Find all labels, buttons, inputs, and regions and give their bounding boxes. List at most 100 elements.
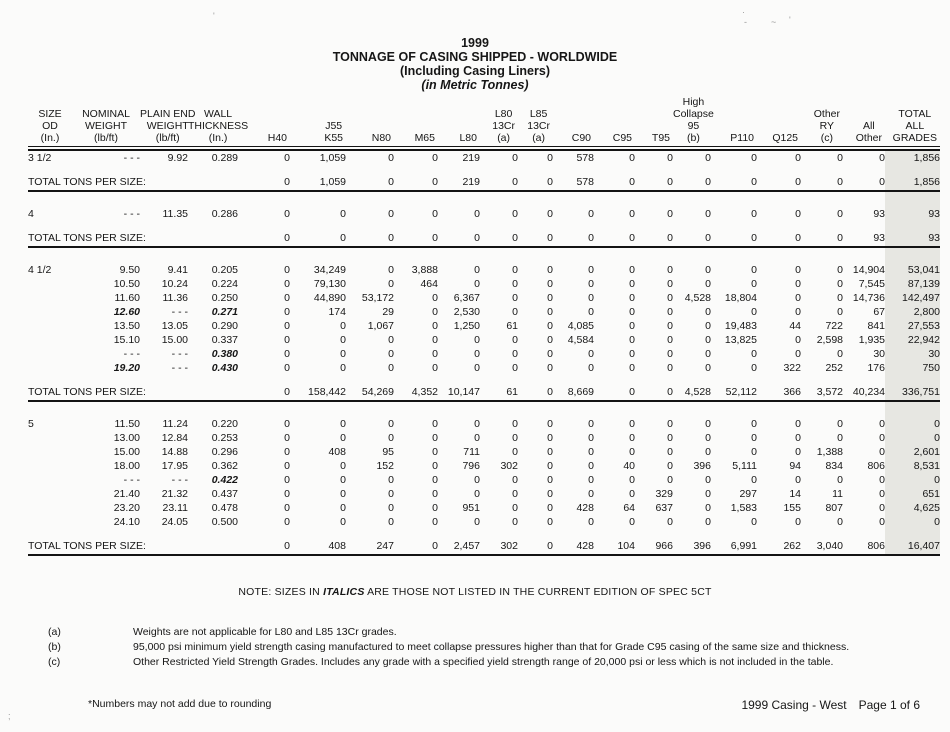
tonnage-cell: 0: [705, 432, 711, 444]
data-row: 15.10 15.00 0.337 0 0 0 0 0 0 0 4,584 0 0 0 13,825 0 2,5…: [28, 333, 940, 347]
page-footer: 1999 Casing - West Page 1 of 6: [741, 698, 920, 712]
size-od-cell: 5: [28, 418, 34, 430]
footnote-a: (a) Weights are not applicable for L80 a…: [48, 625, 950, 640]
data-row: 18.00 17.95 0.362 0 0 152 0 796 302 0 0 40 0 396 5,111…: [28, 459, 940, 473]
tonnage-cell: 0: [795, 432, 801, 444]
header-line: 13Cr: [527, 120, 550, 132]
tonnage-cell: 0: [879, 446, 885, 458]
total-tonnage-cell: 40,234: [852, 386, 885, 398]
section-rule-left: [28, 245, 885, 248]
total-tonnage-cell: 0: [879, 176, 885, 188]
tonnage-cell: 0: [547, 516, 553, 528]
data-row: 4 - - - 11.35 0.286 0 0 0 0 0 0 0 0 0 0 0 0 0 0 93 93: [28, 207, 940, 221]
tonnage-cell: 0: [388, 432, 394, 444]
tonnage-cell: 0: [284, 516, 290, 528]
tonnage-cell: 1,935: [858, 334, 885, 346]
tonnage-cell: 93: [885, 207, 940, 221]
tonnage-cell: 53,172: [361, 292, 394, 304]
total-tons-row: TOTAL TONS PER SIZE: 0 1,059 0 0 219 0 0 578 0 0 0 0…: [28, 175, 940, 189]
footnote-c-text: Other Restricted Yield Strength Grades. …: [133, 656, 834, 668]
nominal-weight-cell: 11.50: [114, 418, 141, 430]
total-tonnage-cell: 0: [795, 232, 801, 244]
tonnage-cell: 8,531: [885, 459, 940, 473]
tonnage-cell: 0: [795, 446, 801, 458]
total-tonnage-cell: 0: [667, 232, 673, 244]
total-tonnage-cell: 3,040: [816, 540, 843, 552]
section-rule-left: [28, 399, 885, 402]
title-main: TONNAGE OF CASING SHIPPED - WORLDWIDE: [332, 50, 618, 64]
total-tonnage-cell: 0: [284, 232, 290, 244]
tonnage-cell: 841: [867, 320, 885, 332]
col-header-l80-lines: L80: [459, 132, 477, 144]
tonnage-cell: 0: [547, 320, 553, 332]
tonnage-cell: 322: [783, 362, 801, 374]
tonnage-cell: 0: [340, 502, 346, 514]
tonnage-cell: 0: [879, 502, 885, 514]
col-header-c90-lines: C90: [572, 132, 591, 144]
italics-note: NOTE: SIZES IN ITALICS ARE THOSE NOT LIS…: [0, 586, 950, 598]
tonnage-cell: 0: [284, 306, 290, 318]
tonnage-cell: 0: [837, 152, 843, 164]
tonnage-cell: 0: [388, 208, 394, 220]
header-line: Other: [813, 108, 840, 120]
wall-thickness-cell: 0.224: [211, 278, 238, 290]
plain-end-weight-cell: 14.88: [161, 446, 188, 458]
tonnage-cell: 0: [837, 474, 843, 486]
tonnage-cell: 0: [284, 334, 290, 346]
header-line: N80: [371, 132, 391, 144]
data-row: 11.60 11.36 0.250 0 44,890 53,172 0 6,367 0 0 0 0 0 4…: [28, 291, 940, 305]
tonnage-cell: 0: [629, 348, 635, 360]
nominal-weight-cell: 15.10: [113, 334, 140, 346]
tonnage-cell: 0: [284, 474, 290, 486]
total-tonnage-cell: 0: [837, 176, 843, 188]
tonnage-cell: 0: [885, 473, 940, 487]
total-tonnage-cell: 0: [629, 176, 635, 188]
tonnage-cell: 0: [751, 446, 757, 458]
wall-thickness-cell: 0.290: [211, 320, 238, 332]
col-header-l85-13cr: L85 13Cr (a): [518, 96, 553, 147]
section-gap: [28, 191, 940, 207]
tonnage-cell: 0: [284, 278, 290, 290]
size-od-cell: [28, 277, 72, 291]
tonnage-cell: 0: [588, 278, 594, 290]
total-tonnage-cell: 2,457: [453, 540, 480, 552]
size-od-cell: [28, 361, 72, 375]
tonnage-cell: 155: [783, 502, 801, 514]
title-sub: (Including Casing Liners): [399, 64, 550, 78]
header-line: GRADES: [892, 132, 937, 144]
tonnage-cell: 0: [795, 152, 801, 164]
total-tonnage-cell: 0: [629, 232, 635, 244]
tonnage-cell: 0: [629, 432, 635, 444]
tonnage-cell: 0: [588, 488, 594, 500]
total-tons-label: TOTAL TONS PER SIZE:: [28, 176, 146, 188]
header-line: NOMINAL: [82, 108, 130, 120]
tonnage-cell: 0: [432, 516, 438, 528]
total-tonnage-cell: 366: [783, 386, 801, 398]
note-prefix: NOTE: SIZES IN: [238, 586, 324, 598]
tonnage-cell: 0: [547, 362, 553, 374]
size-od-cell: [28, 445, 72, 459]
size-od-cell: [28, 319, 72, 333]
tonnage-cell: 6,367: [453, 292, 480, 304]
col-header-l80-13cr: L80 13Cr (a): [480, 96, 518, 147]
tonnage-cell: 0: [705, 152, 711, 164]
tonnage-cell: 0: [885, 431, 940, 445]
total-tons-label: TOTAL TONS PER SIZE:: [28, 232, 146, 244]
data-row: 23.20 23.11 0.478 0 0 0 0 951 0 0 428 64 637 0 1,583 15…: [28, 501, 940, 515]
tonnage-cell: 2,800: [885, 305, 940, 319]
total-tonnage-cell: 158,442: [308, 386, 346, 398]
tonnage-cell: 0: [284, 460, 290, 472]
section-rule-left: [28, 553, 885, 556]
tonnage-cell: 0: [705, 208, 711, 220]
tonnage-cell: 0: [588, 474, 594, 486]
tonnage-cell: 67: [873, 306, 885, 318]
col-header-t95: T95: [635, 96, 673, 147]
tonnage-cell: 0: [432, 152, 438, 164]
size-od-cell: 3 1/2: [28, 152, 52, 164]
tonnage-cell: 0: [284, 432, 290, 444]
header-line: PLAIN END: [140, 108, 196, 120]
tonnage-cell: 87,139: [885, 277, 940, 291]
col-header-l80-13cr-lines: L80 13Cr (a): [492, 108, 515, 144]
wall-thickness-cell: 0.500: [211, 516, 238, 528]
